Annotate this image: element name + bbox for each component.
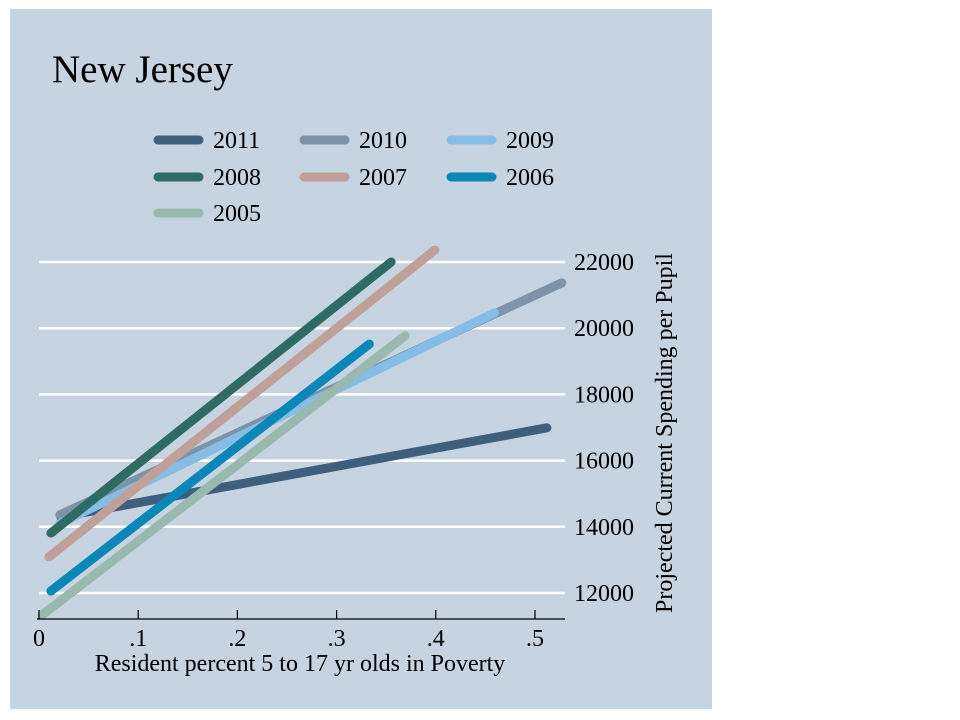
y-tick-label: 20000: [574, 316, 634, 342]
x-tick-label: .5: [526, 626, 544, 652]
y-tick-label: 18000: [574, 382, 634, 408]
y-tick-label: 16000: [574, 449, 634, 475]
x-tick-label: .2: [228, 626, 246, 652]
series-line-2007: [44, 245, 440, 562]
legend-label: 2005: [213, 201, 261, 227]
legend: 2011 2010 2009 2008 2007 2006 2005: [153, 128, 554, 227]
x-tick-label: .4: [427, 626, 445, 652]
y-axis: 12000 14000 16000 18000 20000 22000: [574, 250, 634, 607]
legend-label: 2010: [359, 128, 407, 154]
y-tick-label: 14000: [574, 515, 634, 541]
legend-label: 2009: [506, 128, 554, 154]
series-line-2006: [46, 339, 374, 596]
x-tick-label: .3: [328, 626, 346, 652]
series-lines: [37, 245, 567, 620]
legend-item-2006: 2006: [446, 165, 554, 191]
x-axis-title: Resident percent 5 to 17 yr olds in Pove…: [95, 651, 506, 677]
series-line-2011: [56, 423, 552, 522]
y-tick-label: 22000: [574, 250, 634, 276]
legend-item-2007: 2007: [299, 165, 407, 191]
x-tick-label: .1: [129, 626, 147, 652]
legend-item-2011: 2011: [153, 128, 260, 154]
legend-label: 2006: [506, 165, 554, 191]
legend-label: 2008: [213, 165, 261, 191]
x-axis: 0 .1 .2 .3 .4 .5: [33, 610, 565, 652]
series-line-2005: [37, 331, 410, 620]
y-axis-title: Projected Current Spending per Pupil: [652, 253, 678, 613]
legend-label: 2011: [213, 128, 260, 154]
x-tick-label: 0: [33, 626, 45, 652]
legend-item-2008: 2008: [153, 165, 261, 191]
chart-title: New Jersey: [52, 48, 233, 91]
legend-item-2009: 2009: [446, 128, 554, 154]
y-tick-label: 12000: [574, 581, 634, 607]
legend-item-2010: 2010: [299, 128, 407, 154]
legend-label: 2007: [359, 165, 407, 191]
legend-item-2005: 2005: [153, 201, 261, 227]
series-line-2008: [46, 257, 396, 538]
